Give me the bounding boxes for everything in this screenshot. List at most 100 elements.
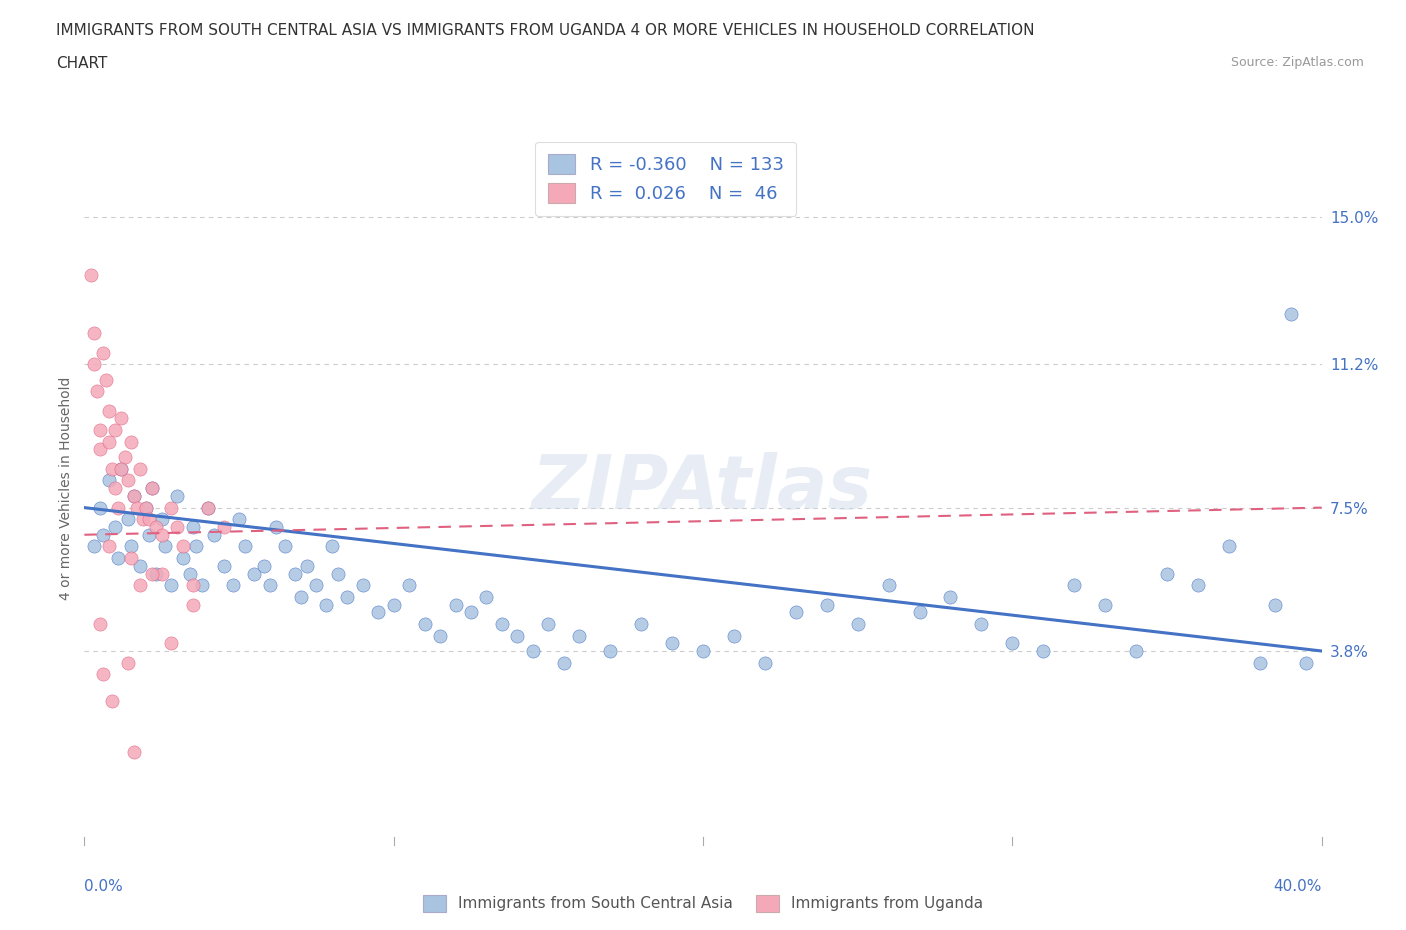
Point — [145, 520, 167, 535]
Text: 0.0%: 0.0% — [84, 879, 124, 894]
Point — [723, 628, 745, 643]
Point — [120, 551, 142, 565]
Point — [181, 520, 204, 535]
Text: CHART: CHART — [56, 56, 108, 71]
Point — [908, 604, 931, 619]
Point — [89, 422, 111, 438]
Point — [166, 520, 188, 535]
Point — [129, 461, 152, 476]
Point — [98, 434, 121, 449]
Point — [104, 520, 127, 535]
Point — [117, 655, 139, 670]
Point — [692, 644, 714, 658]
Point — [122, 488, 145, 503]
Point — [202, 527, 225, 542]
Point — [141, 481, 163, 496]
Point — [1295, 655, 1317, 670]
Point — [290, 590, 312, 604]
Point — [1218, 538, 1240, 553]
Point — [125, 500, 148, 515]
Legend: Immigrants from South Central Asia, Immigrants from Uganda: Immigrants from South Central Asia, Immi… — [416, 889, 990, 918]
Point — [259, 578, 281, 592]
Point — [661, 636, 683, 651]
Point — [429, 628, 451, 643]
Point — [89, 617, 111, 631]
Point — [1032, 644, 1054, 658]
Point — [166, 488, 188, 503]
Point — [98, 473, 121, 488]
Point — [1279, 307, 1302, 322]
Point — [160, 578, 183, 592]
Point — [233, 538, 256, 553]
Point — [132, 512, 155, 526]
Point — [138, 527, 160, 542]
Point — [160, 636, 183, 651]
Point — [83, 357, 105, 372]
Point — [253, 558, 276, 573]
Point — [212, 520, 235, 535]
Point — [197, 500, 219, 515]
Point — [89, 442, 111, 457]
Point — [179, 566, 201, 581]
Point — [79, 268, 101, 283]
Point — [222, 578, 245, 592]
Point — [212, 558, 235, 573]
Point — [120, 538, 142, 553]
Point — [107, 500, 129, 515]
Point — [184, 538, 207, 553]
Point — [537, 617, 560, 631]
Point — [181, 597, 204, 612]
Text: 40.0%: 40.0% — [1274, 879, 1322, 894]
Point — [475, 590, 498, 604]
Point — [117, 512, 139, 526]
Point — [91, 667, 114, 682]
Point — [101, 694, 124, 709]
Text: Source: ZipAtlas.com: Source: ZipAtlas.com — [1230, 56, 1364, 69]
Point — [191, 578, 214, 592]
Point — [367, 604, 389, 619]
Point — [305, 578, 328, 592]
Point — [101, 461, 124, 476]
Point — [91, 527, 114, 542]
Point — [326, 566, 349, 581]
Point — [939, 590, 962, 604]
Point — [970, 617, 993, 631]
Y-axis label: 4 or more Vehicles in Household: 4 or more Vehicles in Household — [59, 377, 73, 600]
Point — [114, 450, 136, 465]
Point — [460, 604, 482, 619]
Point — [110, 461, 132, 476]
Point — [150, 512, 173, 526]
Point — [122, 488, 145, 503]
Point — [295, 558, 318, 573]
Point — [89, 500, 111, 515]
Point — [150, 527, 173, 542]
Point — [284, 566, 307, 581]
Point — [153, 538, 176, 553]
Point — [181, 578, 204, 592]
Point — [197, 500, 219, 515]
Point — [553, 655, 575, 670]
Point — [1156, 566, 1178, 581]
Point — [1187, 578, 1209, 592]
Point — [352, 578, 374, 592]
Text: ZIPAtlas: ZIPAtlas — [533, 452, 873, 525]
Point — [83, 538, 105, 553]
Point — [413, 617, 436, 631]
Point — [160, 500, 183, 515]
Point — [846, 617, 869, 631]
Point — [110, 411, 132, 426]
Point — [120, 434, 142, 449]
Point — [172, 538, 194, 553]
Point — [1264, 597, 1286, 612]
Point — [382, 597, 405, 612]
Point — [83, 326, 105, 340]
Point — [336, 590, 359, 604]
Point — [785, 604, 807, 619]
Point — [104, 422, 127, 438]
Point — [815, 597, 838, 612]
Point — [522, 644, 544, 658]
Point — [98, 404, 121, 418]
Point — [94, 372, 117, 387]
Point — [104, 481, 127, 496]
Point — [145, 566, 167, 581]
